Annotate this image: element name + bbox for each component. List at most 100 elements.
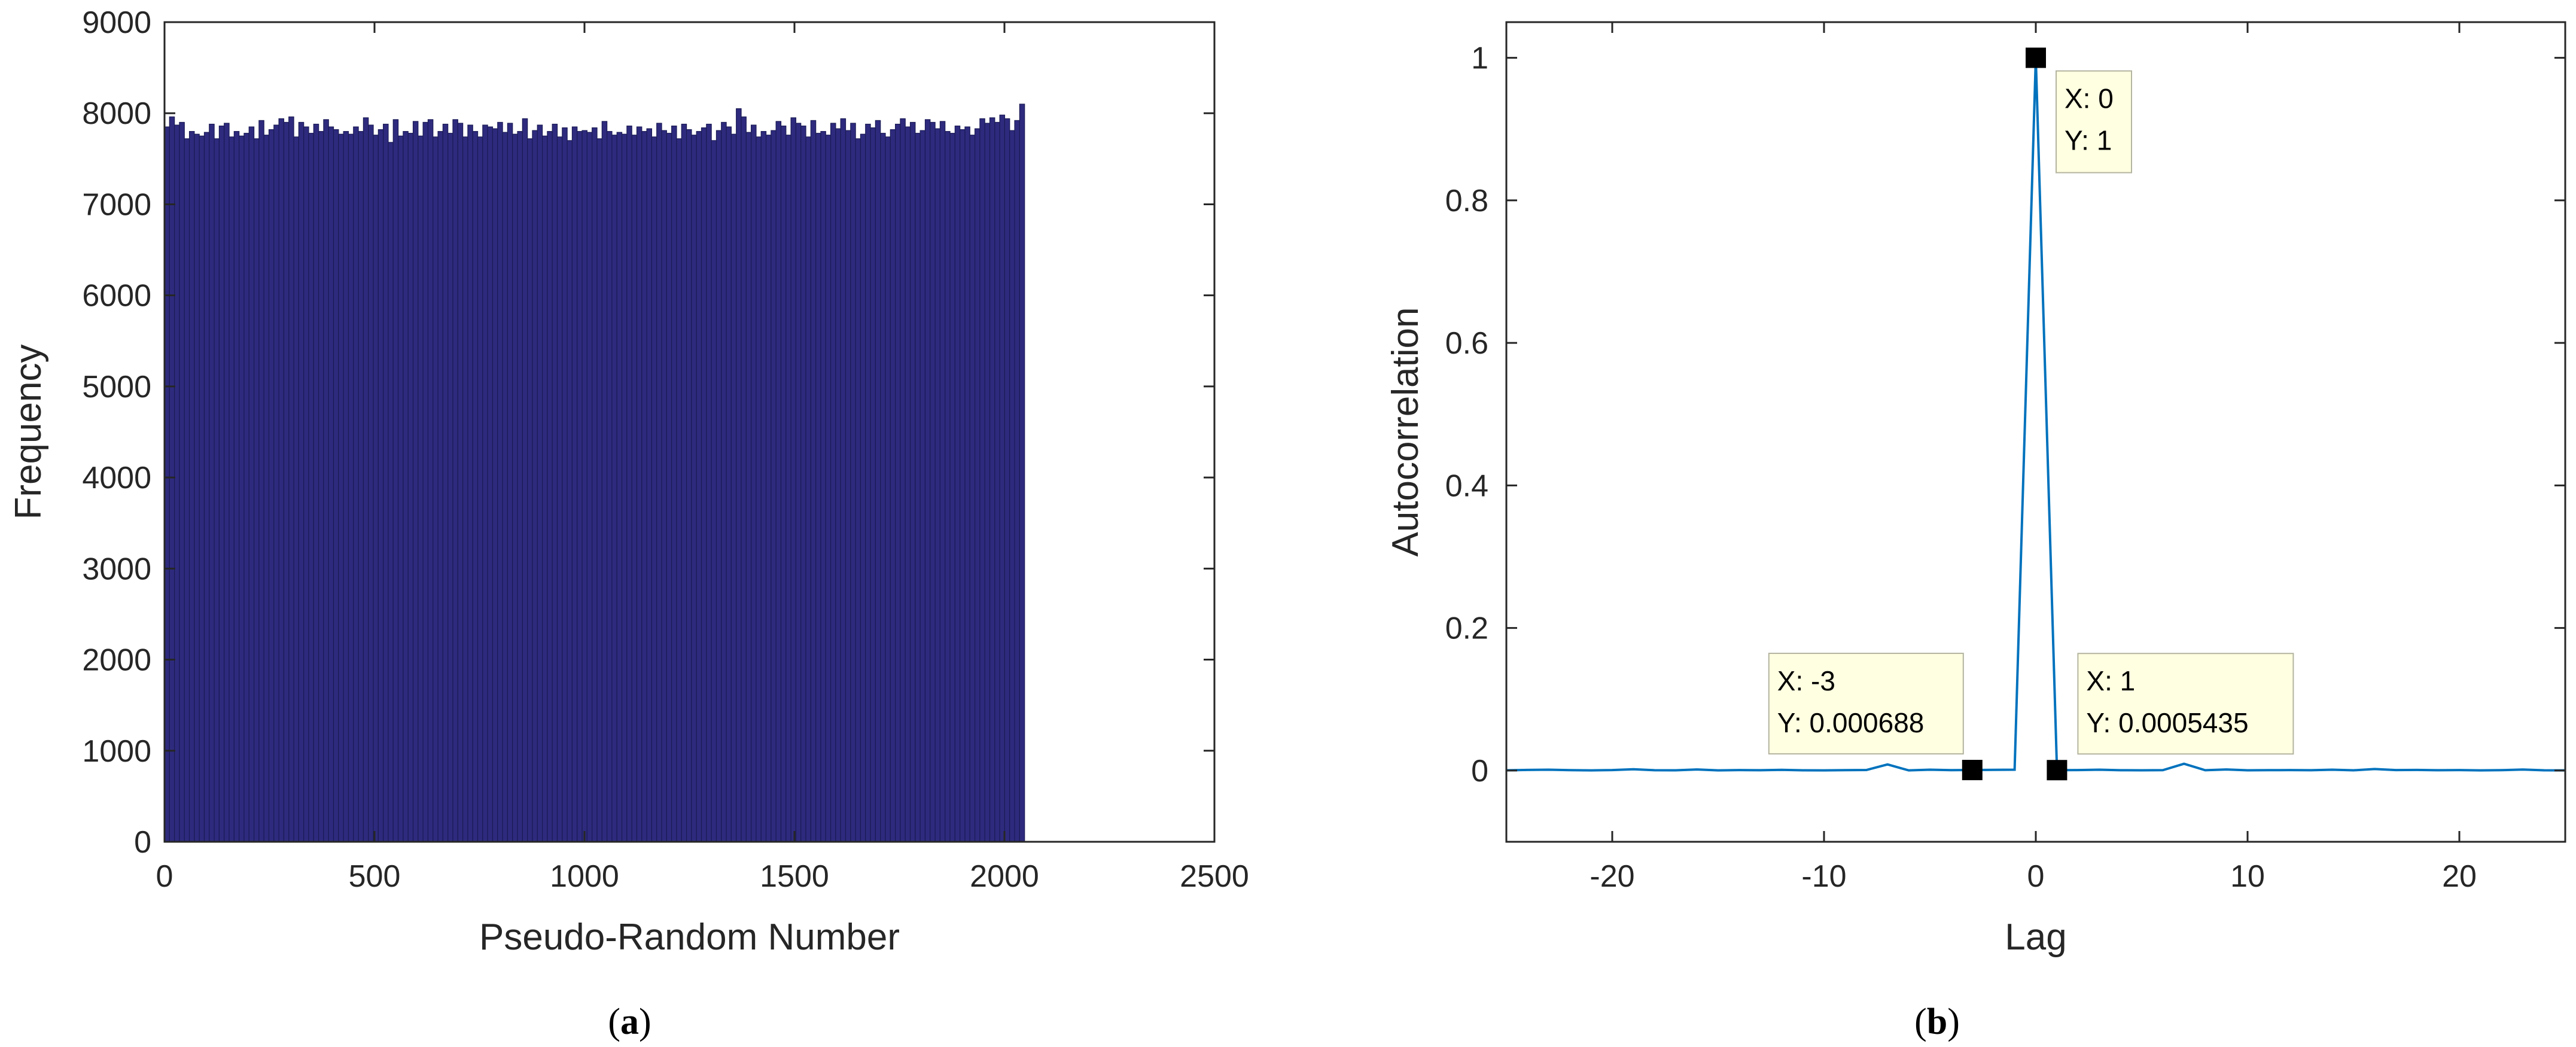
- histogram-bar: [760, 131, 767, 842]
- histogram-bar: [800, 125, 806, 842]
- histogram-bar: [581, 130, 587, 842]
- histogram-bar: [184, 138, 190, 842]
- panel-a-x-axis-label: Pseudo-Random Number: [479, 917, 900, 958]
- panel-b-caption-close: ): [1947, 1002, 1960, 1042]
- histogram-bar: [348, 133, 354, 842]
- histogram-bar: [273, 124, 279, 842]
- histogram-bar: [368, 124, 374, 842]
- histogram-bar: [701, 127, 707, 842]
- histogram-bar: [303, 126, 309, 842]
- histogram-bar: [333, 129, 339, 842]
- y-tick-label: 4000: [82, 461, 151, 495]
- panel-b-y-axis-label: Autocorrelation: [1385, 307, 1426, 556]
- histogram-bar: [248, 126, 255, 842]
- panel-b-datatips: X: 0 Y: 1 X: -3 Y: 0.000688 X: 1 Y: 0.0005435: [1768, 47, 2294, 781]
- x-tick-label: 1000: [550, 859, 619, 894]
- histogram-bar: [452, 119, 458, 842]
- datatip-box: [2056, 70, 2132, 174]
- histogram-bar: [532, 130, 538, 842]
- histogram-bar: [562, 127, 568, 842]
- x-tick-label: 20: [2442, 859, 2477, 894]
- histogram-bar: [353, 126, 359, 842]
- histogram-bar: [984, 123, 991, 842]
- histogram-bar: [835, 128, 841, 842]
- histogram-bar: [203, 132, 210, 842]
- histogram-bar: [641, 131, 647, 842]
- y-tick-label: 1: [1471, 41, 1488, 76]
- datatip-text: Y: 1: [2065, 125, 2112, 156]
- histogram-bar: [1014, 120, 1020, 842]
- histogram-bar: [567, 140, 573, 842]
- histogram-bar: [199, 135, 205, 842]
- histogram-bar: [472, 131, 479, 842]
- histogram-bar: [805, 136, 811, 842]
- histogram-bar: [915, 133, 921, 842]
- histogram-bar: [442, 123, 449, 842]
- histogram-bar: [318, 131, 324, 842]
- histogram-bar: [636, 126, 643, 842]
- histogram-bar: [427, 119, 434, 842]
- histogram-bar: [930, 121, 936, 842]
- panel-a-axes-box: [163, 21, 1216, 843]
- histogram-bar: [994, 121, 1000, 842]
- histogram-bar: [865, 123, 871, 842]
- histogram-bar: [233, 131, 240, 842]
- y-tick-label: 3000: [82, 552, 151, 586]
- histogram-bar: [209, 123, 215, 842]
- panel-b-caption-letter: b: [1927, 1002, 1947, 1042]
- histogram-bar: [616, 132, 623, 842]
- x-tick-label: -10: [1801, 859, 1846, 894]
- histogram-bar: [751, 124, 757, 842]
- histogram-bar: [855, 138, 861, 842]
- histogram-bar: [830, 123, 836, 842]
- histogram-bar: [293, 136, 299, 842]
- histogram-bar: [661, 130, 667, 842]
- histogram-bar: [989, 117, 995, 842]
- histogram-bar: [711, 140, 717, 842]
- histogram-bar: [780, 125, 787, 842]
- histogram-bar: [383, 123, 389, 842]
- histogram-bar: [840, 118, 847, 842]
- histogram-bar: [601, 121, 608, 842]
- datatip-marker: [2026, 47, 2046, 68]
- histogram-bar: [313, 123, 319, 842]
- panel-b-autocorrelation: -20 -10 0 10 20 0 0.2 0.4 0.6 0.8 1 X: 0 Y: 1 X: -3…: [1385, 21, 2566, 1042]
- histogram-bar: [358, 131, 364, 842]
- panel-b-axes-background: [1506, 22, 2565, 842]
- histogram-bar: [457, 123, 464, 842]
- histogram-bar: [666, 133, 672, 842]
- histogram-bar: [1019, 104, 1025, 842]
- histogram-bar: [512, 133, 518, 842]
- histogram-bar: [373, 135, 379, 842]
- histogram-bar: [895, 123, 901, 842]
- histogram-bar: [397, 135, 404, 842]
- histogram-bar: [507, 123, 513, 842]
- histogram-bar: [363, 117, 369, 842]
- x-tick-label: 500: [349, 859, 401, 894]
- histogram-bar: [377, 129, 384, 842]
- histogram-bar: [586, 132, 593, 842]
- histogram-bar: [810, 120, 817, 842]
- histogram-bar: [671, 125, 677, 842]
- histogram-bar: [541, 135, 548, 842]
- histogram-bar: [900, 118, 906, 842]
- histogram-bar: [392, 119, 399, 842]
- histogram-bar: [169, 116, 175, 842]
- histogram-bar: [433, 136, 439, 842]
- x-tick-label: 0: [2027, 859, 2045, 894]
- histogram-bar: [492, 128, 498, 842]
- histogram-bar: [885, 136, 891, 842]
- histogram-bar: [905, 126, 911, 842]
- panel-b-caption-open: (: [1914, 1002, 1927, 1042]
- histogram-bar: [924, 119, 931, 842]
- histogram-bar: [258, 120, 264, 842]
- y-tick-label: 0.6: [1445, 326, 1488, 361]
- panel-a-caption-letter: a: [620, 1002, 639, 1042]
- datatip-box: [1768, 653, 1964, 755]
- histogram-bar: [418, 135, 424, 842]
- histogram-bar: [243, 133, 249, 842]
- histogram-bar: [502, 132, 508, 842]
- histogram-bar: [188, 131, 195, 842]
- x-tick-label: 10: [2230, 859, 2265, 894]
